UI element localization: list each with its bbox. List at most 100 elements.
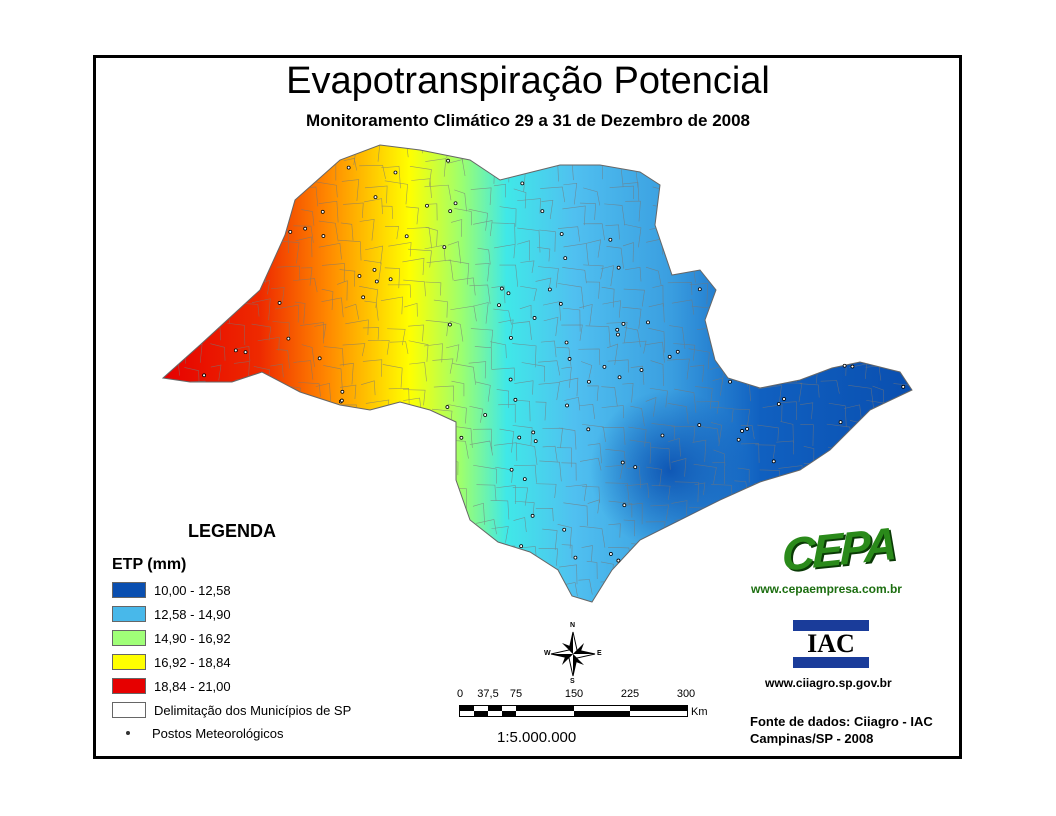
municipality-boundary — [425, 226, 438, 247]
municipality-boundary — [909, 325, 912, 343]
municipality-boundary — [606, 245, 624, 269]
municipality-boundary — [362, 465, 389, 480]
scale-tick: 75 — [509, 688, 523, 700]
municipality-boundary — [383, 427, 401, 451]
weather-station-point — [776, 402, 781, 406]
municipality-boundary — [451, 610, 467, 631]
municipality-boundary — [402, 564, 425, 584]
municipality-boundary — [363, 547, 385, 568]
municipality-boundary — [452, 546, 475, 568]
municipality-boundary — [695, 586, 716, 600]
municipality-boundary — [186, 260, 212, 278]
municipality-boundary — [402, 389, 426, 406]
municipality-boundary — [468, 361, 487, 379]
municipality-boundary — [166, 242, 180, 262]
municipality-boundary — [203, 260, 222, 274]
municipality-boundary — [888, 161, 905, 185]
municipality-boundary — [820, 338, 838, 355]
legend-label: 10,00 - 12,58 — [154, 582, 231, 598]
municipality-boundary — [204, 400, 217, 417]
municipality-boundary — [645, 397, 657, 417]
municipality-boundary — [732, 324, 754, 338]
municipality-boundary — [740, 443, 760, 463]
municipality-boundary — [235, 378, 253, 401]
municipality-boundary — [163, 221, 185, 240]
municipality-boundary — [499, 428, 515, 453]
weather-station-point — [445, 405, 450, 409]
municipality-boundary — [895, 145, 909, 159]
municipality-boundary — [737, 467, 750, 483]
municipality-boundary — [890, 188, 912, 210]
municipality-boundary — [844, 163, 856, 179]
municipality-boundary — [734, 505, 757, 523]
municipality-boundary — [477, 247, 491, 265]
municipality-boundary — [581, 361, 593, 379]
municipality-boundary — [428, 604, 452, 619]
weather-station-point — [346, 165, 351, 170]
municipality-boundary — [341, 179, 360, 201]
municipality-boundary — [675, 244, 693, 266]
municipality-boundary — [806, 160, 826, 179]
municipality-boundary — [406, 467, 420, 488]
municipality-boundary — [823, 208, 848, 223]
municipality-boundary — [650, 447, 671, 470]
municipality-boundary — [272, 180, 289, 194]
municipality-boundary — [667, 403, 689, 424]
municipality-boundary — [784, 147, 801, 170]
municipality-boundary — [337, 280, 348, 301]
weather-station-point — [616, 332, 620, 337]
municipality-boundary — [323, 538, 343, 554]
municipality-boundary — [345, 319, 369, 335]
municipality-boundary — [778, 199, 800, 222]
municipality-boundary — [689, 523, 714, 544]
municipality-boundary — [581, 545, 593, 562]
municipality-boundary — [429, 458, 450, 478]
municipality-boundary — [628, 426, 647, 447]
municipality-boundary — [760, 264, 775, 285]
municipality-boundary — [740, 425, 755, 440]
municipality-boundary — [805, 145, 819, 156]
municipality-boundary — [361, 380, 376, 396]
municipality-boundary — [886, 422, 898, 445]
municipality-boundary — [205, 422, 217, 443]
municipality-boundary — [535, 277, 552, 292]
municipality-boundary — [498, 147, 518, 165]
municipality-boundary — [476, 519, 497, 535]
weather-station-point — [425, 203, 429, 208]
municipality-boundary — [629, 439, 651, 464]
municipality-boundary — [917, 266, 927, 286]
municipality-boundary — [253, 499, 277, 518]
municipality-boundary — [520, 285, 537, 302]
municipality-boundary — [318, 242, 342, 260]
municipality-boundary — [802, 200, 827, 217]
municipality-boundary — [381, 460, 396, 480]
municipality-boundary — [163, 442, 179, 466]
scale-tick: 300 — [676, 688, 696, 700]
municipality-boundary — [622, 182, 640, 202]
municipality-boundary — [736, 566, 751, 580]
municipality-boundary — [232, 445, 247, 462]
municipality-boundary — [822, 285, 837, 308]
municipality-boundary — [362, 359, 383, 377]
municipality-boundary — [521, 362, 545, 382]
weather-station-point — [782, 397, 786, 401]
municipality-boundary — [474, 346, 492, 370]
municipality-boundary — [649, 607, 669, 622]
municipality-boundary — [380, 296, 403, 315]
municipality-boundary — [909, 481, 912, 498]
municipality-boundary — [873, 488, 889, 504]
municipality-boundary — [425, 522, 448, 546]
municipality-boundary — [163, 519, 181, 537]
municipality-boundary — [164, 319, 177, 339]
municipality-boundary — [761, 240, 777, 257]
municipality-boundary — [226, 241, 241, 259]
municipality-boundary — [185, 419, 197, 440]
weather-station-point — [513, 397, 518, 402]
municipality-boundary — [447, 241, 462, 264]
municipality-boundary — [433, 299, 448, 318]
municipality-boundary — [359, 218, 375, 241]
municipality-boundary — [274, 421, 291, 440]
municipality-boundary — [315, 559, 332, 582]
weather-station-point — [622, 503, 627, 508]
municipality-boundary — [473, 464, 498, 484]
